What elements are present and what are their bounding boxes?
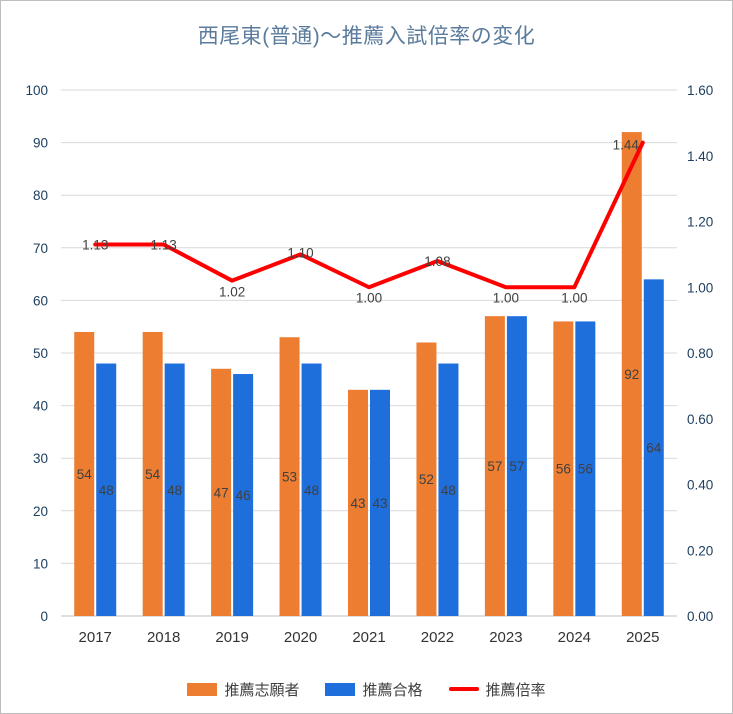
legend-label: 推薦倍率 [485, 681, 546, 699]
bar-applicants [416, 342, 437, 616]
bar-data-label: 57 [487, 459, 502, 474]
bar-accepted [575, 321, 596, 616]
right-axis-tick-label: 1.20 [687, 215, 713, 230]
legend-label: 推薦志願者 [224, 681, 300, 699]
x-axis-label: 2019 [215, 629, 248, 646]
bar-data-label: 46 [236, 488, 251, 503]
right-axis-tick-label: 0.00 [687, 609, 713, 624]
bar-accepted [96, 363, 117, 616]
legend-bar-marker [187, 682, 218, 696]
left-axis-tick-label: 20 [33, 504, 48, 519]
bar-applicants [211, 368, 232, 616]
bar-data-label: 43 [350, 496, 365, 511]
bar-accepted [164, 363, 185, 616]
bar-applicants [279, 337, 300, 616]
bar-data-label: 43 [372, 496, 387, 511]
bar-data-label: 47 [214, 485, 229, 500]
line-data-label: 1.44 [613, 138, 640, 153]
legend-item: 推薦志願者 [187, 679, 299, 700]
x-axis-label: 2017 [79, 629, 112, 646]
bar-applicants [484, 316, 505, 616]
left-axis-tick-label: 10 [33, 556, 48, 571]
bar-accepted [301, 363, 322, 616]
bar-data-label: 56 [556, 462, 571, 477]
bar-data-label: 54 [145, 467, 161, 482]
left-axis-tick-label: 0 [40, 609, 48, 624]
legend-item: 推薦合格 [325, 679, 423, 700]
line-data-label: 1.00 [356, 290, 382, 305]
x-axis-label: 2021 [352, 629, 385, 646]
left-axis-tick-label: 70 [33, 241, 48, 256]
bar-data-label: 57 [509, 459, 524, 474]
left-axis-tick-label: 30 [33, 451, 48, 466]
x-axis-label: 2020 [284, 629, 317, 646]
x-axis-label: 2022 [421, 629, 454, 646]
bar-accepted [643, 279, 664, 616]
legend-bar-marker [325, 682, 356, 696]
right-axis-tick-label: 1.00 [687, 280, 713, 295]
bar-accepted [233, 374, 254, 616]
line-data-label: 1.10 [287, 245, 313, 260]
left-axis-tick-label: 100 [25, 83, 48, 98]
left-axis-tick-label: 80 [33, 188, 48, 203]
bar-data-label: 52 [419, 472, 434, 487]
line-data-label: 1.13 [151, 238, 177, 253]
bar-applicants [348, 389, 368, 616]
bar-accepted [506, 316, 527, 616]
line-data-label: 1.08 [424, 254, 450, 269]
bar-applicants [142, 331, 163, 616]
bar-accepted [438, 363, 459, 616]
bar-data-label: 64 [646, 441, 662, 456]
line-data-label: 1.00 [493, 290, 519, 305]
legend-item: 推薦倍率 [448, 679, 546, 700]
ratio-line [93, 140, 645, 290]
right-axis-tick-label: 0.60 [687, 412, 713, 427]
left-axis-tick-label: 90 [33, 136, 48, 151]
bar-data-label: 48 [99, 483, 114, 498]
right-axis-tick-label: 1.40 [687, 149, 713, 164]
legend: 推薦志願者 推薦合格 推薦倍率 [1, 665, 732, 713]
bar-data-label: 53 [282, 470, 297, 485]
chart-title: 西尾東(普通)～推薦入試倍率の変化 [197, 25, 536, 48]
x-axis-label: 2023 [489, 629, 522, 646]
x-axis-label: 2024 [558, 629, 591, 646]
left-axis-tick-label: 40 [33, 399, 48, 414]
bar-applicants [553, 321, 574, 616]
legend-label: 推薦合格 [362, 681, 423, 699]
bar-data-label: 56 [578, 462, 593, 477]
right-axis-tick-label: 0.80 [687, 346, 713, 361]
bar-data-label: 48 [304, 483, 319, 498]
bar-applicants [621, 132, 642, 616]
line-data-label: 1.13 [82, 238, 108, 253]
bar-data-label: 48 [167, 483, 182, 498]
x-axis-label: 2018 [147, 629, 180, 646]
bar-accepted [370, 389, 390, 616]
bar-data-label: 92 [624, 367, 639, 382]
legend-line-marker [448, 687, 479, 691]
right-axis-tick-label: 0.40 [687, 478, 713, 493]
left-axis-tick-label: 50 [33, 346, 48, 361]
bar-data-label: 54 [77, 467, 93, 482]
bar-data-label: 48 [441, 483, 456, 498]
left-axis-tick-label: 60 [33, 293, 48, 308]
plot-area: 0 10 20 30 40 50 60 70 80 90 100 0.00 0.20 0.40 0.60 0.… [25, 83, 713, 646]
x-axis-label: 2025 [626, 629, 659, 646]
line-data-label: 1.00 [561, 290, 587, 305]
right-axis-tick-label: 1.60 [687, 83, 713, 98]
line-data-label: 1.02 [219, 285, 245, 300]
bar-applicants [74, 331, 95, 616]
right-axis-tick-label: 0.20 [687, 543, 713, 558]
